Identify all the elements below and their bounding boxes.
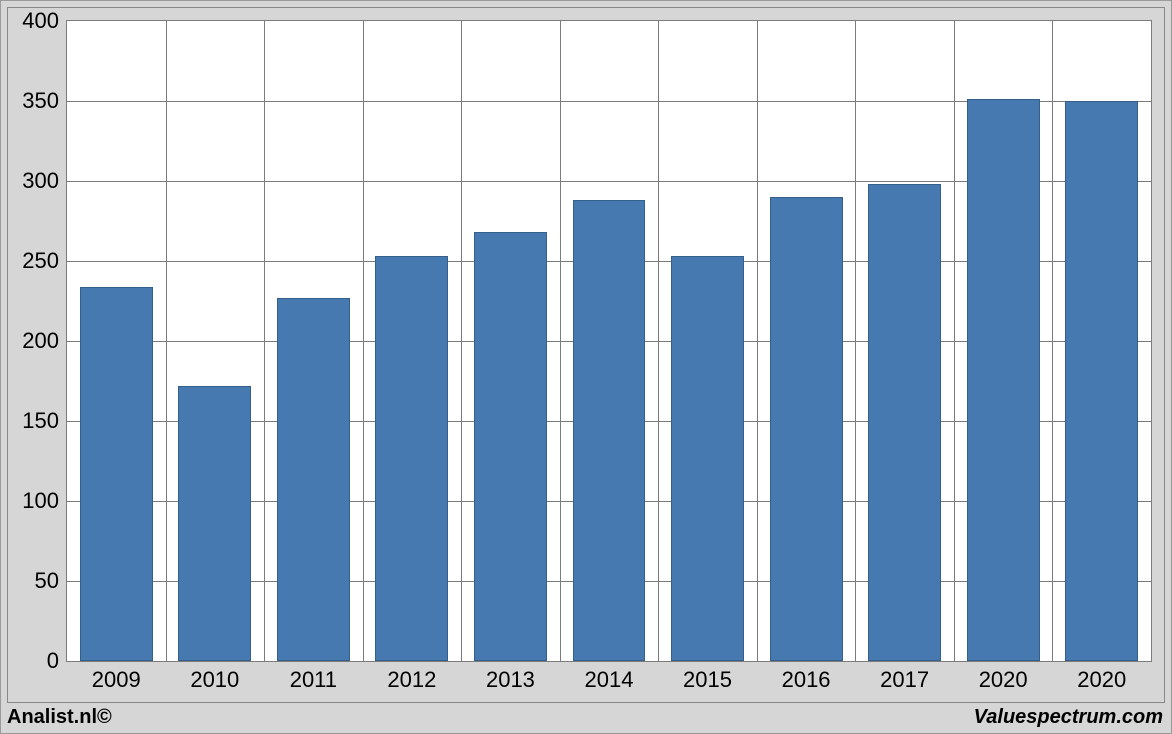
- y-axis-label: 200: [22, 328, 67, 354]
- gridline-v: [658, 21, 659, 661]
- x-axis-label: 2020: [1077, 661, 1126, 693]
- bar: [770, 197, 843, 661]
- chart-container: 0 50 100 150 200 250 300 350 400 2009 2010 2011 2012…: [7, 7, 1165, 703]
- footer-credit-right: Valuespectrum.com: [974, 706, 1163, 729]
- y-axis-label: 350: [22, 88, 67, 114]
- x-axis-label: 2020: [979, 661, 1028, 693]
- gridline-v: [855, 21, 856, 661]
- bar: [474, 232, 547, 661]
- y-axis-label: 150: [22, 408, 67, 434]
- gridline-v: [1052, 21, 1053, 661]
- x-axis-label: 2009: [92, 661, 141, 693]
- x-axis-label: 2014: [585, 661, 634, 693]
- y-axis-label: 0: [47, 648, 67, 674]
- footer-credit-left: Analist.nl©: [7, 706, 112, 729]
- x-axis-label: 2016: [782, 661, 831, 693]
- bar: [375, 256, 448, 661]
- x-axis-label: 2011: [290, 661, 337, 693]
- gridline-v: [166, 21, 167, 661]
- gridline-v: [264, 21, 265, 661]
- x-axis-label: 2015: [683, 661, 732, 693]
- bar: [967, 99, 1040, 661]
- y-axis-label: 100: [22, 488, 67, 514]
- gridline-v: [363, 21, 364, 661]
- x-axis-label: 2010: [190, 661, 239, 693]
- bar: [1065, 101, 1138, 661]
- y-axis-label: 300: [22, 168, 67, 194]
- bar: [277, 298, 350, 661]
- bar: [80, 287, 153, 661]
- x-axis-label: 2012: [387, 661, 436, 693]
- y-axis-label: 400: [22, 8, 67, 34]
- bar: [671, 256, 744, 661]
- y-axis-label: 250: [22, 248, 67, 274]
- plot-area: 0501001502002503003504002009201020112012…: [66, 20, 1152, 662]
- gridline-v: [461, 21, 462, 661]
- x-axis-label: 2017: [880, 661, 929, 693]
- gridline-v: [757, 21, 758, 661]
- y-axis-label: 50: [35, 568, 67, 594]
- bar: [573, 200, 646, 661]
- bar: [868, 184, 941, 661]
- gridline-v: [560, 21, 561, 661]
- x-axis-label: 2013: [486, 661, 535, 693]
- gridline-v: [954, 21, 955, 661]
- bar: [178, 386, 251, 661]
